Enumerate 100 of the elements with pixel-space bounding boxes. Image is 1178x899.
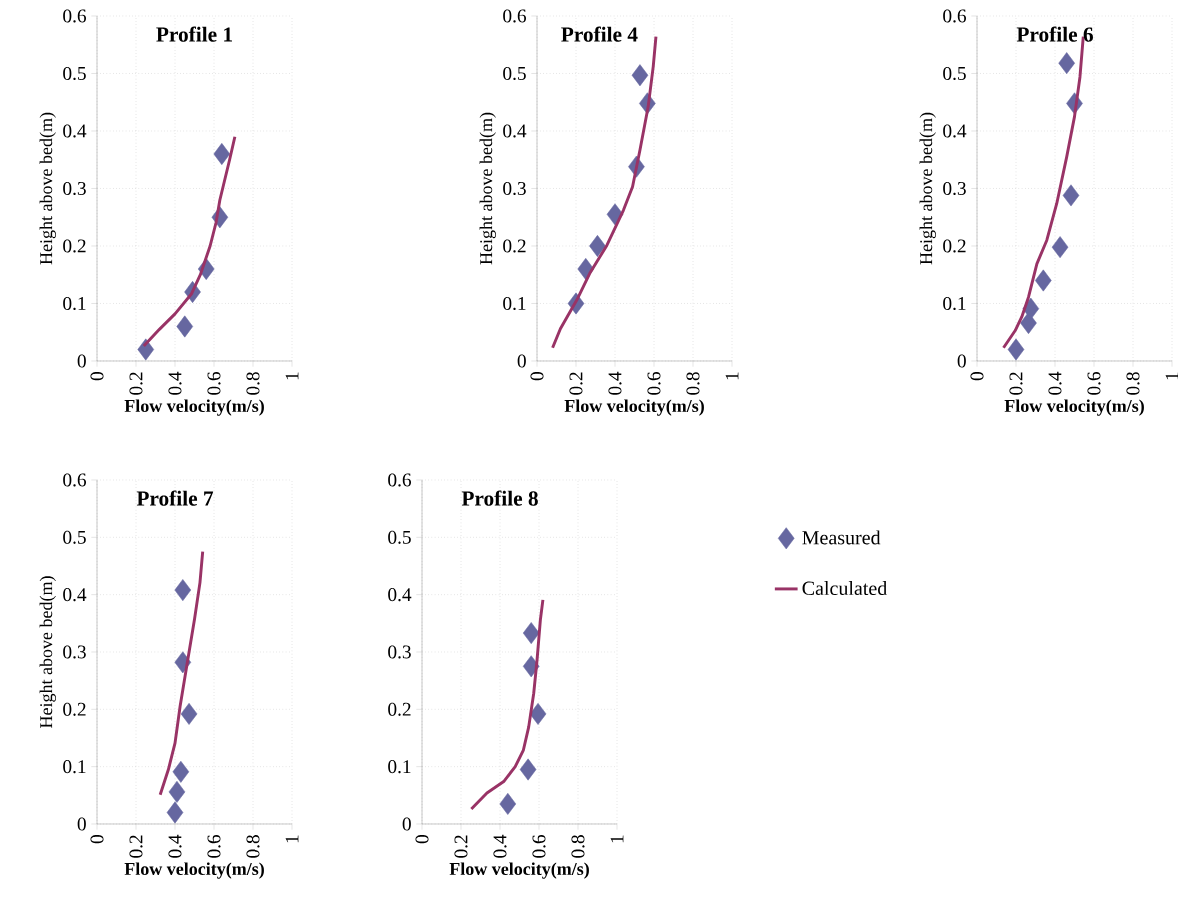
x-axis-title: Flow velocity(m/s) [124,399,264,416]
x-tick-label: 0.8 [1126,372,1140,395]
line-series [158,550,205,797]
y-tick-label: 0.4 [63,124,87,138]
point [213,143,231,165]
point [519,758,537,781]
y-tick-label: 0.4 [943,124,967,138]
y-tick-label: 0.3 [943,181,966,196]
x-tick-label: 0.2 [129,835,143,858]
chart-title: Profile 6 [1016,26,1093,42]
x-axis-title: Flow velocity(m/s) [564,399,704,416]
y-tick-label: 0.2 [503,239,526,253]
y-tick-label: 0 [402,817,411,831]
point [1051,236,1069,259]
y-tick-label: 0.2 [63,239,86,253]
y-tick-label: 0 [77,817,86,831]
y-tick-label: 0.6 [388,473,412,487]
y-tick-label: 0.4 [388,588,412,602]
y-axis-title: Height above bed(m) [39,112,56,265]
point [529,702,547,725]
point [522,622,540,644]
x-tick-label: 0.8 [246,835,260,858]
y-tick-label: 0.1 [63,296,86,311]
point [168,780,186,803]
point [174,579,192,601]
x-tick-label: 0 [90,835,104,844]
y-axis-title: Height above bed(m) [479,112,496,265]
x-tick-label: 0.6 [532,834,546,858]
x-tick-label: 0.6 [207,371,221,395]
point [631,64,649,87]
x-tick-label: 0 [90,372,104,381]
point [1035,269,1052,292]
y-tick-label: 0.2 [388,702,411,716]
x-tick-label: 0.8 [686,372,700,395]
x-tick-label: 0.4 [168,834,182,858]
y-tick-label: 0.4 [63,588,87,602]
y-tick-label: 0.5 [388,530,411,544]
x-tick-label: 0.6 [647,371,661,395]
y-tick-label: 0.5 [943,66,966,81]
y-tick-label: 0 [517,354,526,368]
x-tick-label: 1 [725,372,739,380]
y-tick-label: 0.5 [63,66,86,81]
y-tick-label: 0.2 [63,702,86,716]
y-tick-label: 0.3 [63,181,86,196]
x-tick-label: 0.6 [207,834,221,858]
point [176,315,194,338]
point [1007,338,1025,361]
line-series [469,598,545,811]
y-tick-label: 0 [77,354,86,368]
chart-title: Profile 1 [156,26,232,42]
x-tick-label: 0 [970,372,984,381]
chart-title: Profile 7 [136,490,214,506]
y-tick-label: 0.5 [63,530,86,544]
x-tick-label: 0.4 [168,371,182,395]
point [1062,184,1080,207]
y-tick-label: 0.3 [503,181,526,196]
x-tick-label: 0 [415,835,429,844]
legend-label: Measured [802,530,881,545]
y-tick-label: 0.6 [503,9,527,23]
y-tick-label: 0 [957,354,966,368]
x-tick-label: 0.2 [129,372,143,395]
x-tick-label: 0.2 [569,372,583,395]
y-axis-title: Height above bed(m) [919,112,936,265]
x-tick-label: 0.8 [571,835,585,858]
x-tick-label: 0.6 [1087,371,1101,395]
y-tick-label: 0.3 [63,645,86,659]
x-axis-title: Flow velocity(m/s) [449,862,589,879]
point [172,760,190,783]
x-tick-label: 0.4 [1048,371,1062,395]
y-axis-title: Height above bed(m) [39,576,56,728]
x-tick-label: 1 [285,835,299,843]
x-tick-label: 1 [285,372,299,380]
point [589,235,606,257]
x-axis-title: Flow velocity(m/s) [124,862,264,879]
point [1058,52,1075,75]
x-tick-label: 0 [530,372,544,381]
y-tick-label: 0.1 [63,760,86,774]
y-tick-label: 0.2 [943,239,966,253]
legend-label: Calculated [802,580,888,596]
y-tick-label: 0.6 [63,9,87,23]
y-tick-label: 0.1 [503,296,526,311]
y-tick-label: 0.5 [503,66,526,81]
y-tick-label: 0.4 [503,124,527,138]
point [166,801,184,824]
x-tick-label: 0.8 [246,372,260,395]
y-tick-label: 0.1 [388,760,411,774]
y-tick-label: 0.3 [388,645,411,659]
point [180,702,198,725]
x-tick-label: 1 [1165,372,1178,380]
y-tick-label: 0.6 [63,473,87,487]
x-tick-label: 0.4 [608,371,622,395]
point [499,792,517,815]
x-axis-title: Flow velocity(m/s) [1004,399,1144,416]
y-tick-label: 0.6 [943,9,967,23]
x-tick-label: 0.2 [1009,372,1023,395]
x-tick-label: 0.2 [454,835,468,858]
chart-title: Profile 4 [561,26,638,42]
chart-title: Profile 8 [461,490,538,506]
x-tick-label: 1 [610,835,624,843]
y-tick-label: 0.1 [943,296,966,311]
